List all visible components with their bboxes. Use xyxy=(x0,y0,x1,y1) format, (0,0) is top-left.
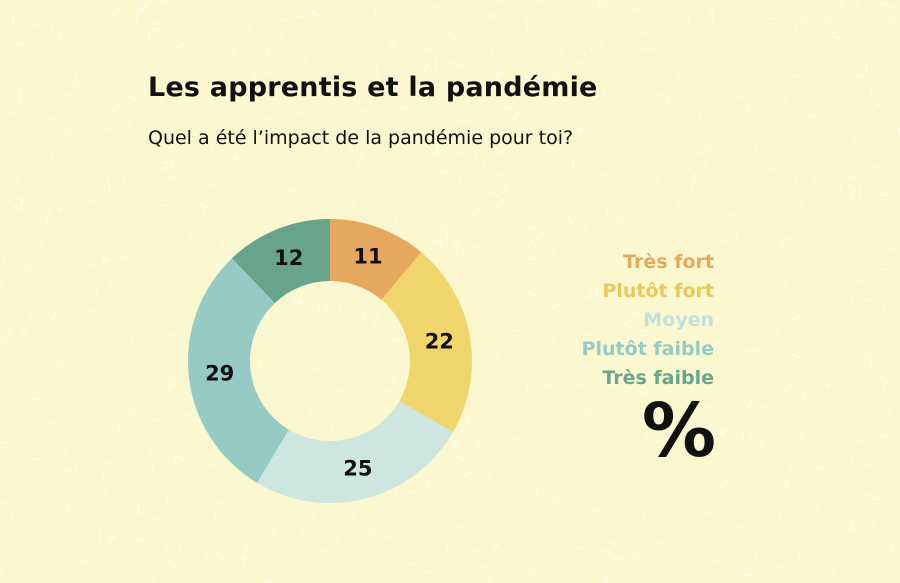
slice-tres-fort xyxy=(330,219,422,300)
data-label-moyen: 25 xyxy=(343,456,372,480)
data-label-tres-fort: 11 xyxy=(353,245,382,269)
percent-unit-label: % xyxy=(641,388,716,474)
data-label-plutot-faible: 29 xyxy=(205,361,234,385)
chart-title: Les apprentis et la pandémie xyxy=(148,72,598,103)
legend-item-tres-fort: Très fort xyxy=(623,251,714,273)
legend-item-tres-faible: Très faible xyxy=(602,367,714,389)
slice-moyen xyxy=(257,401,453,504)
legend-item-plutot-fort: Plutôt fort xyxy=(602,280,714,302)
slice-plutot-fort xyxy=(381,252,472,432)
slice-tres-faible xyxy=(232,219,330,304)
data-label-tres-faible: 12 xyxy=(274,246,303,270)
chart-subtitle: Quel a été l’impact de la pandémie pour … xyxy=(148,127,574,149)
slice-plutot-faible xyxy=(187,258,289,483)
data-label-plutot-fort: 22 xyxy=(425,330,454,354)
legend: Très fort Plutôt fort Moyen Plutôt faibl… xyxy=(582,248,714,393)
legend-item-plutot-faible: Plutôt faible xyxy=(581,338,714,360)
legend-item-moyen: Moyen xyxy=(643,309,714,331)
